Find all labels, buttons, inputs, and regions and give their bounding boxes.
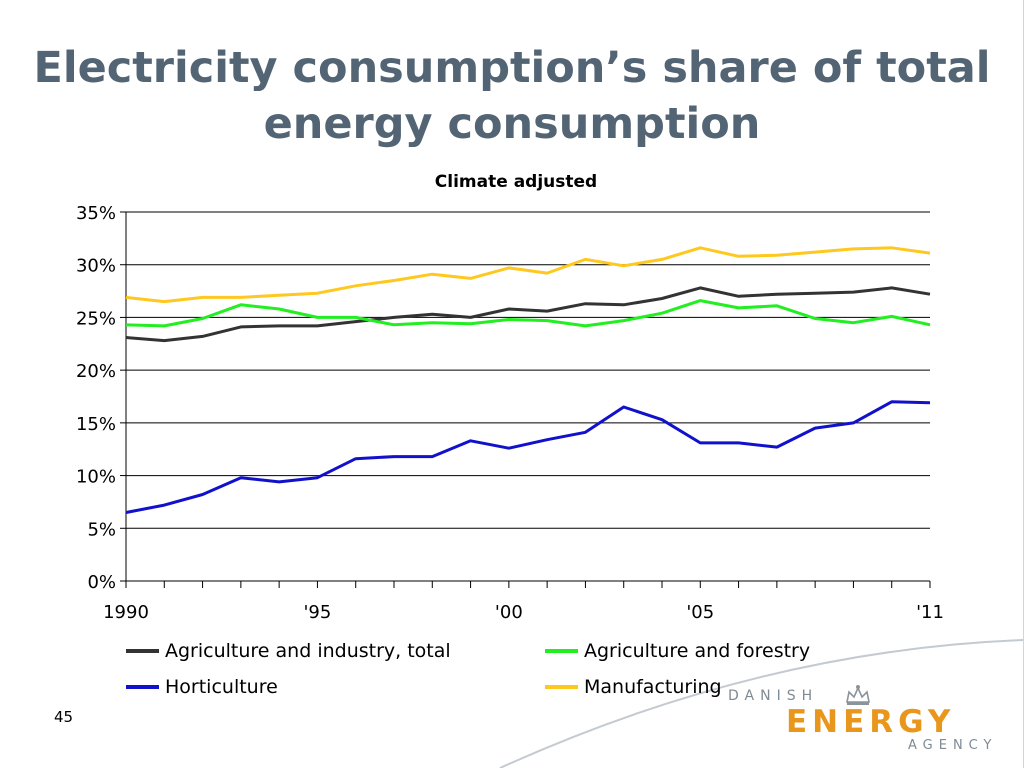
x-tick-label: '00 bbox=[495, 602, 523, 623]
legend-swatch bbox=[545, 649, 578, 653]
legend-swatch bbox=[126, 649, 159, 653]
legend-label: Manufacturing bbox=[584, 676, 722, 698]
slide-title-line-2: energy consumption bbox=[263, 99, 761, 149]
x-tick-label: '95 bbox=[303, 602, 331, 623]
page-number: 45 bbox=[54, 708, 74, 726]
legend-item-manufacturing: Manufacturing bbox=[545, 676, 722, 698]
y-tick-label: 20% bbox=[76, 361, 116, 382]
legend-label: Agriculture and industry, total bbox=[165, 640, 451, 662]
series-line-manufacturing bbox=[125, 246, 931, 304]
series-line-agriculture-and-industry-total bbox=[125, 286, 931, 343]
y-tick-label: 5% bbox=[87, 519, 116, 540]
legend-label: Horticulture bbox=[165, 676, 278, 698]
y-tick-labels: 0% 5% 10% 15% 20% 25% 30% 35% bbox=[76, 203, 116, 593]
legend-item-agriculture-and-industry-total: Agriculture and industry, total bbox=[126, 640, 451, 662]
series-line-agriculture-and-forestry bbox=[125, 299, 931, 328]
slide-title: Electricity consumption’s share of total… bbox=[0, 40, 1024, 152]
x-tick-label: 1990 bbox=[103, 602, 149, 623]
series-lines bbox=[125, 246, 931, 514]
legend-label: Agriculture and forestry bbox=[584, 640, 811, 662]
chart-title: Climate adjusted bbox=[435, 172, 597, 192]
y-tick-label: 30% bbox=[76, 256, 116, 277]
y-tick-label: 35% bbox=[76, 203, 116, 224]
legend-item-agriculture-and-forestry: Agriculture and forestry bbox=[545, 640, 810, 662]
grid-lines bbox=[126, 211, 930, 529]
line-chart: Climate adjusted 0%5%10%15%20%25%30%35% … bbox=[76, 172, 944, 623]
y-tick-label: 10% bbox=[76, 467, 116, 488]
x-tick-labels: 1990 '95 '00 '05 '11 bbox=[103, 602, 944, 623]
danish-energy-agency-logo: DANISH ENERGY AGENCY bbox=[726, 684, 1006, 764]
logo-text-main: ENERGY bbox=[786, 704, 956, 740]
legend-item-horticulture: Horticulture bbox=[126, 676, 278, 698]
x-tick-label: '05 bbox=[686, 602, 714, 623]
x-tick-label: '11 bbox=[916, 602, 944, 623]
legend-swatch bbox=[126, 685, 159, 689]
y-tick-label: 0% bbox=[87, 572, 116, 593]
series-line-horticulture bbox=[125, 400, 931, 514]
logo-text-bottom: AGENCY bbox=[908, 738, 998, 753]
y-tick-label: 15% bbox=[76, 414, 116, 435]
axes bbox=[120, 211, 931, 588]
crown-icon bbox=[846, 685, 870, 705]
legend-swatch bbox=[545, 685, 578, 689]
logo-text-top: DANISH bbox=[728, 688, 819, 704]
y-tick-label: 25% bbox=[76, 308, 116, 329]
slide-title-line-1: Electricity consumption’s share of total bbox=[33, 43, 991, 93]
